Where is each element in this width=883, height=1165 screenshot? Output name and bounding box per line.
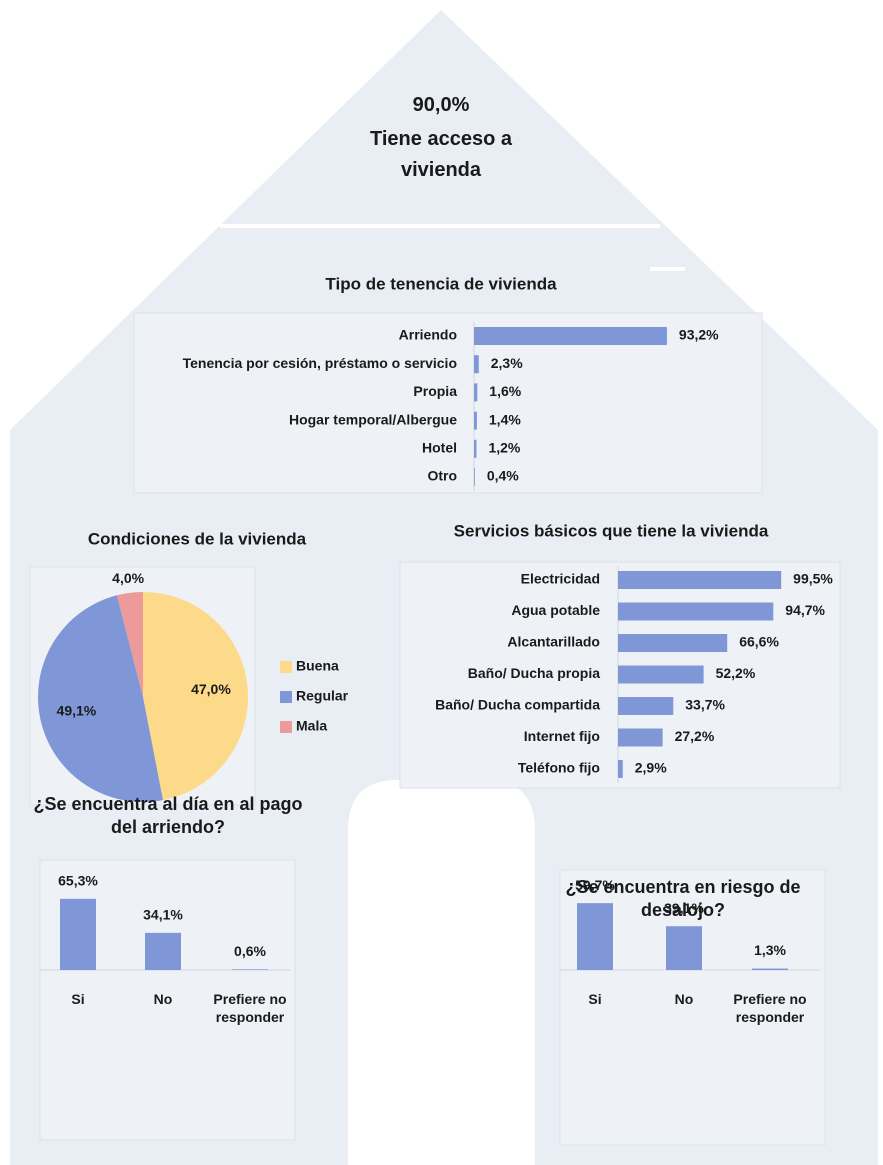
bar [60,898,96,970]
value-label: 0,4% [487,468,519,484]
bar [666,926,702,970]
category-label: Otro [427,468,457,484]
pie-slice [38,595,163,802]
bar [577,903,613,970]
bar [474,439,477,458]
bar [618,634,728,652]
value-label: 4,0% [112,570,144,586]
category-label: Alcantarillado [507,634,600,650]
legend-label: Buena [296,658,339,674]
category-label: Internet fijo [524,728,600,744]
value-label: 27,2% [675,728,715,744]
category-label: Tenencia por cesión, préstamo o servicio [183,355,457,371]
headline-text: Tiene acceso a vivienda [370,128,512,181]
category-label: Agua potable [511,602,600,618]
chart-title: Tipo de tenencia de vivienda [325,274,557,293]
category-label: Teléfono fijo [518,760,600,776]
bar [474,468,475,486]
value-label: 94,7% [785,602,825,618]
category-label: Prefiere no responder [213,991,287,1026]
headline-figure: 90,0% [412,94,470,116]
value-label: 34,1% [143,907,183,923]
pie-slice [116,592,143,697]
bar [618,728,663,747]
divider [220,224,660,228]
category-label: Hogar temporal/Albergue [289,411,457,427]
value-label: 1,4% [489,411,521,427]
category-label: Prefiere no responder [733,991,807,1026]
legend-swatch [280,721,292,733]
bar [474,411,477,430]
category-label: Baño/ Ducha propia [468,665,600,681]
bar [618,571,782,589]
chart-title: Condiciones de la vivienda [88,529,307,548]
category-label: Si [588,991,602,1007]
bar [752,968,788,970]
category-label: Electricidad [521,571,600,587]
chart-title: ¿Se encuentra en riesgo de desalojo? [565,877,801,921]
bar [618,760,623,778]
value-label: 2,3% [491,355,523,371]
value-label: 0,6% [234,943,266,959]
pie-slice [143,592,249,801]
category-label: No [153,991,173,1007]
value-label: 33,7% [685,697,725,713]
bar [618,697,674,715]
value-label: 59,7% [575,877,615,893]
bar [232,969,268,970]
bar [145,932,181,970]
chart-title: ¿Se encuentra al día en al pago del arri… [33,794,303,838]
value-label: 1,2% [488,440,520,456]
value-label: 2,9% [635,760,667,776]
category-label: Baño/ Ducha compartida [435,697,600,713]
value-label: 1,3% [754,942,786,958]
bar [618,665,704,684]
bar [474,355,479,374]
category-label: Arriendo [399,327,457,343]
value-label: 65,3% [58,873,98,889]
category-label: Propia [413,383,457,399]
bar [474,383,478,402]
value-label: 39,1% [664,900,704,916]
bar [618,602,774,621]
divider [650,267,685,271]
value-label: 1,6% [489,383,521,399]
category-label: No [674,991,694,1007]
value-label: 93,2% [679,327,719,343]
category-label: Si [71,991,85,1007]
legend-label: Mala [296,718,327,734]
value-label: 99,5% [793,571,833,587]
value-label: 52,2% [716,665,756,681]
chart-title: Servicios básicos que tiene la vivienda [454,521,769,540]
category-label: Hotel [422,440,457,456]
legend-swatch [280,691,292,703]
value-label: 49,1% [57,703,97,719]
value-label: 66,6% [739,634,779,650]
legend-label: Regular [296,688,349,704]
door [348,780,535,1165]
value-label: 47,0% [191,681,231,697]
legend-swatch [280,661,292,673]
bar [474,327,667,345]
